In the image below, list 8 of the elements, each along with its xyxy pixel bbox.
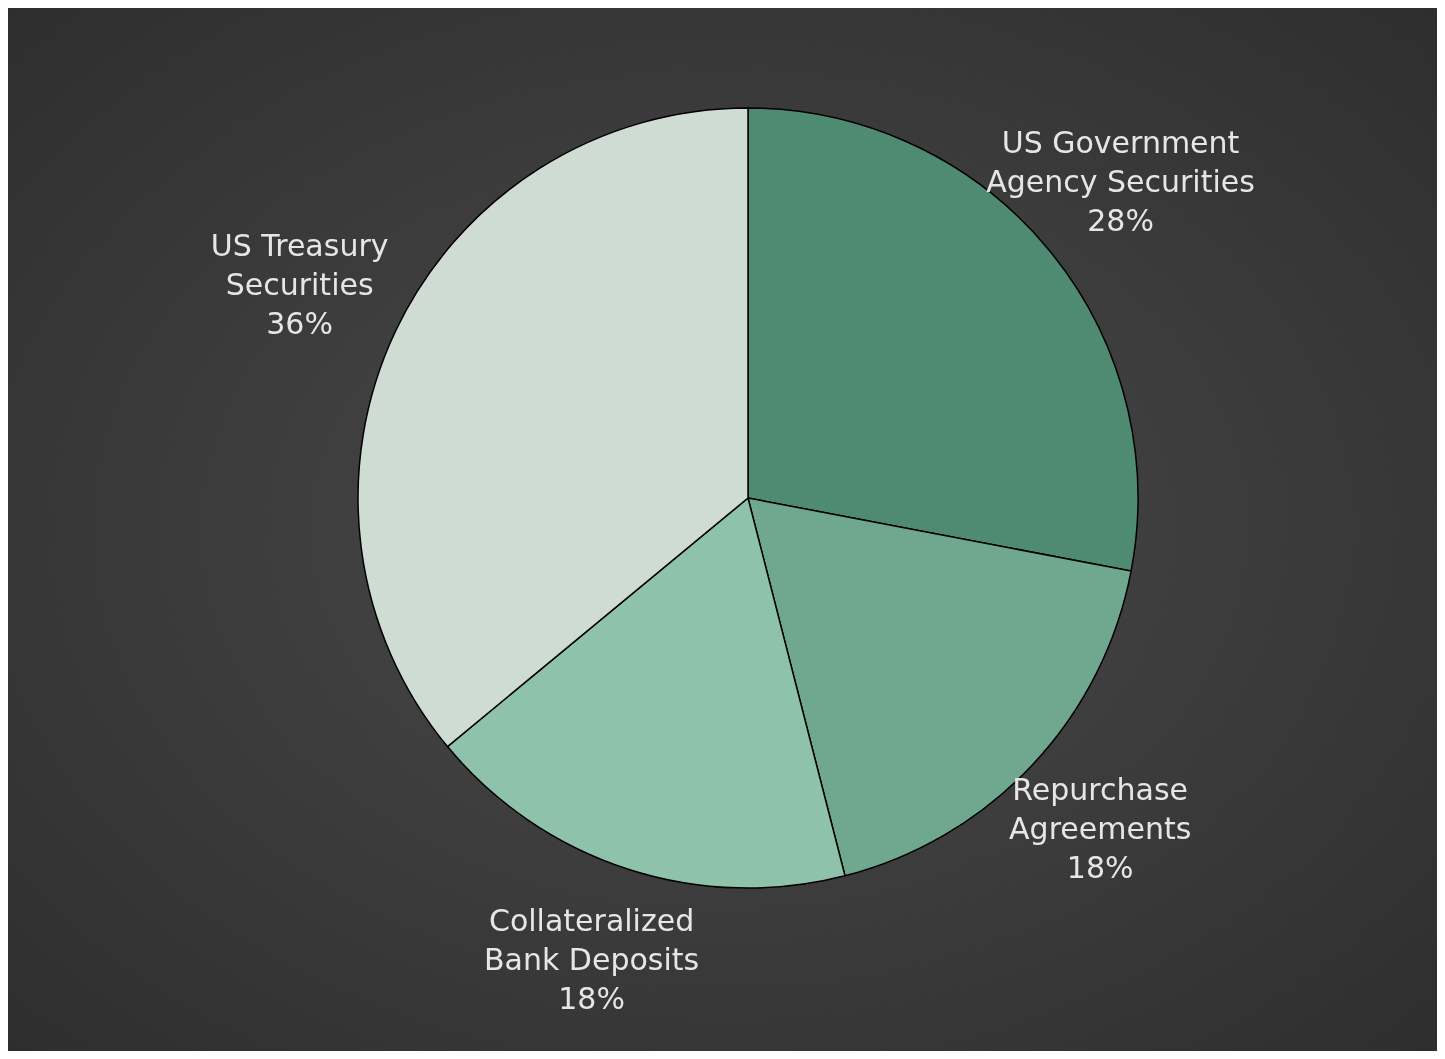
data-label: 18%: [558, 980, 625, 1016]
slice-label: US Government Agency Securities: [986, 124, 1255, 199]
slice-label: US Treasury Securities: [210, 227, 389, 302]
slice-label: Collateralized Bank Deposits: [483, 902, 700, 977]
data-label: 18%: [1066, 849, 1134, 885]
data-label: 36%: [266, 305, 333, 341]
data-label: 28%: [1087, 202, 1154, 238]
slice-label: Repurchase Agreements: [1009, 771, 1192, 846]
